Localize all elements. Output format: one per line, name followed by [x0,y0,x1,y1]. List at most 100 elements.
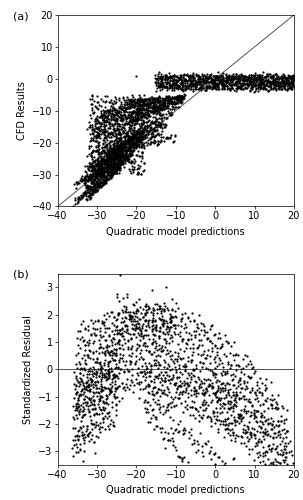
Point [83,162,88,170]
Point [118,152,123,160]
Point [143,104,148,112]
Point [150,350,155,358]
Point [130,114,135,122]
Point [211,75,216,83]
Point [112,364,117,372]
Point [91,392,96,400]
Point [233,350,238,358]
Point [214,74,219,82]
Point [113,162,118,170]
Point [183,426,188,434]
Point [84,398,89,406]
Point [291,71,295,79]
Point [152,372,157,380]
Point [277,81,281,89]
Point [161,98,166,106]
Point [139,133,144,141]
Point [131,102,135,110]
Point [156,122,161,130]
Point [236,412,241,420]
Point [216,74,221,82]
Point [279,78,284,86]
Point [158,74,162,82]
Point [182,309,187,317]
Point [225,74,230,82]
Point [145,408,150,416]
Point [91,438,96,446]
Point [89,400,94,407]
Point [75,443,80,451]
Point [105,108,110,116]
Point [192,74,197,82]
Point [174,425,179,433]
Point [105,163,110,171]
Point [145,368,150,376]
Point [109,378,114,386]
Point [215,408,220,416]
Point [161,320,165,328]
Point [111,160,116,168]
Point [285,428,289,436]
Point [152,108,157,116]
Point [225,74,230,82]
Point [158,101,163,109]
Point [100,155,105,163]
Point [233,392,238,400]
Point [176,84,181,92]
Point [154,82,159,90]
Point [195,323,200,331]
Point [119,153,124,161]
Point [247,73,251,81]
Point [213,80,218,88]
Point [118,158,123,166]
Point [90,162,95,170]
Point [120,102,125,110]
Point [247,450,252,458]
Point [233,74,238,82]
Point [140,104,145,112]
Point [101,170,105,178]
Point [138,106,143,114]
Point [85,165,90,173]
Point [88,316,93,324]
Point [135,96,140,104]
Point [128,344,133,352]
Point [171,359,176,367]
Point [129,103,134,111]
Point [141,128,146,136]
Point [285,76,290,84]
Point [80,192,85,200]
Point [138,105,142,113]
Point [211,78,216,86]
Point [148,106,153,114]
Point [112,372,117,380]
Point [103,424,108,432]
Point [237,410,242,418]
Point [107,149,112,157]
Point [157,131,161,139]
Point [123,138,128,146]
Point [224,352,228,360]
Point [122,361,127,369]
Point [91,182,96,190]
Point [83,176,88,184]
Point [238,78,242,86]
Point [122,144,126,152]
Point [92,153,97,161]
Point [124,146,129,154]
Point [120,142,125,150]
Point [108,336,113,344]
Point [136,98,141,106]
Point [172,132,177,140]
Point [212,74,217,82]
Point [102,92,107,100]
Point [237,376,242,384]
Point [101,125,106,133]
Point [117,122,122,130]
Point [102,110,107,118]
Point [159,376,164,384]
Point [137,380,142,388]
Point [102,166,107,174]
Point [279,426,284,434]
Point [116,152,121,160]
